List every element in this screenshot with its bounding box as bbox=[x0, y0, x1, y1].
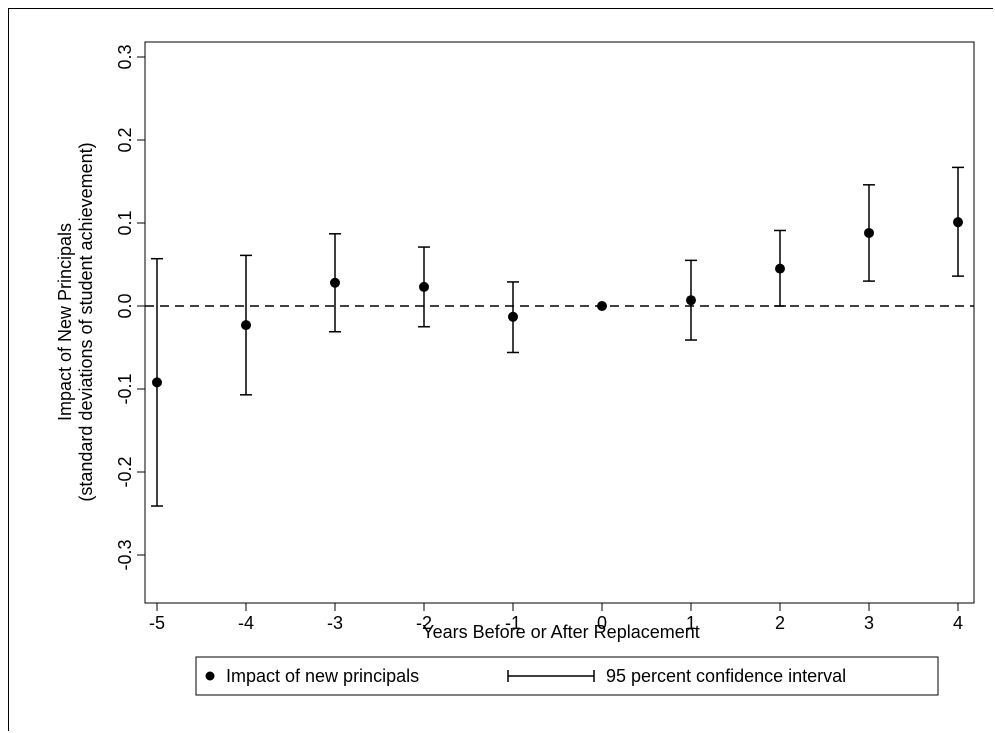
y-tick-label: 0.1 bbox=[115, 210, 135, 235]
data-point bbox=[864, 227, 874, 238]
x-tick-label: 1 bbox=[686, 613, 696, 633]
data-point bbox=[330, 277, 340, 288]
x-tick-label: -5 bbox=[149, 613, 165, 633]
x-tick-label: -4 bbox=[238, 613, 254, 633]
y-tick-label: 0.3 bbox=[115, 44, 135, 69]
x-tick-label: 4 bbox=[953, 613, 963, 633]
y-axis-label-line1: Impact of New Principals bbox=[55, 223, 75, 421]
x-tick-label: -2 bbox=[416, 613, 432, 633]
legend-marker-point bbox=[205, 671, 215, 681]
data-point bbox=[597, 301, 607, 311]
y-axis: -0.3 -0.2 -0.1 0.0 0.1 0.2 0.3 bbox=[115, 44, 145, 571]
y-tick-label: -0.1 bbox=[115, 373, 135, 404]
confidence-intervals bbox=[151, 166, 964, 507]
y-tick-label: 0.2 bbox=[115, 127, 135, 152]
x-axis: -5 -4 -3 -2 -1 0 1 2 3 4 bbox=[149, 603, 963, 633]
y-tick-label: 0.0 bbox=[115, 293, 135, 318]
plot-area bbox=[144, 41, 975, 604]
data-points bbox=[152, 217, 963, 388]
x-tick-label: -3 bbox=[327, 613, 343, 633]
x-tick-label: 0 bbox=[597, 613, 607, 633]
data-point bbox=[686, 295, 696, 306]
data-point bbox=[775, 263, 785, 274]
y-tick-label: -0.3 bbox=[115, 539, 135, 570]
data-point bbox=[419, 281, 429, 292]
y-tick-label: -0.2 bbox=[115, 456, 135, 487]
figure-frame bbox=[8, 8, 993, 731]
legend-box bbox=[195, 656, 939, 696]
y-axis-label-line2: (standard deviations of student achievem… bbox=[76, 142, 96, 501]
legend-label-ci: 95 percent confidence interval bbox=[606, 666, 846, 686]
data-point bbox=[508, 311, 518, 322]
x-tick-label: 3 bbox=[864, 613, 874, 633]
legend-label-points: Impact of new principals bbox=[226, 666, 419, 686]
legend: Impact of new principals 95 percent conf… bbox=[195, 656, 939, 696]
data-point bbox=[152, 377, 162, 388]
data-point bbox=[241, 320, 251, 331]
x-tick-label: -1 bbox=[505, 613, 521, 633]
x-tick-label: 2 bbox=[775, 613, 785, 633]
data-point bbox=[953, 217, 963, 228]
x-axis-label: Years Before or After Replacement bbox=[422, 622, 700, 642]
